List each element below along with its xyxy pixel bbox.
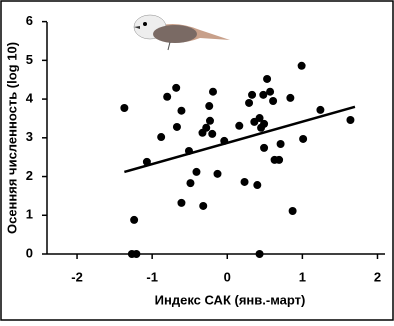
point	[192, 167, 201, 176]
point	[297, 61, 306, 70]
x-tick-label: 1	[299, 269, 306, 284]
point	[275, 155, 284, 164]
x-tick-label: -2	[71, 269, 83, 284]
y-tick-label: 6	[26, 13, 33, 28]
point	[208, 87, 217, 96]
trendline	[124, 105, 356, 174]
y-tick-label: 0	[26, 245, 33, 260]
point	[260, 119, 269, 128]
point	[288, 207, 297, 216]
point	[316, 105, 325, 114]
point	[286, 93, 295, 102]
point	[245, 98, 254, 107]
point	[248, 90, 257, 99]
point	[157, 133, 166, 142]
point	[120, 103, 129, 112]
bird-image	[133, 14, 230, 51]
point	[269, 97, 278, 106]
point	[235, 121, 244, 130]
point	[255, 114, 264, 123]
point	[130, 215, 139, 224]
point	[299, 134, 308, 143]
point	[259, 90, 268, 99]
y-tick-label: 5	[26, 52, 33, 67]
point	[177, 198, 186, 207]
point	[172, 83, 181, 92]
point	[132, 250, 141, 258]
x-tick-label: 2	[374, 269, 381, 284]
point	[255, 250, 264, 258]
point	[263, 74, 272, 83]
point	[199, 201, 208, 210]
point	[163, 92, 172, 101]
y-tick-label: 1	[26, 207, 33, 222]
y-tick-label: 4	[26, 91, 34, 106]
point	[346, 115, 355, 124]
point	[172, 122, 181, 131]
point	[186, 179, 195, 188]
point	[202, 123, 211, 132]
point	[266, 87, 275, 96]
y-tick-label: 3	[26, 129, 33, 144]
point	[177, 106, 186, 115]
x-tick-label: 0	[224, 269, 231, 284]
x-tick-label: -1	[146, 269, 158, 284]
point	[208, 129, 217, 138]
y-axis-label: Осенняя численность (log 10)	[4, 42, 19, 234]
point	[213, 169, 222, 178]
point	[276, 140, 285, 149]
point	[205, 116, 214, 125]
point	[253, 181, 262, 190]
point	[205, 102, 214, 111]
y-tick-label: 2	[26, 168, 33, 183]
point	[260, 143, 269, 152]
x-axis-label: Индекс САК (янв.-март)	[155, 292, 306, 307]
point	[240, 177, 249, 186]
